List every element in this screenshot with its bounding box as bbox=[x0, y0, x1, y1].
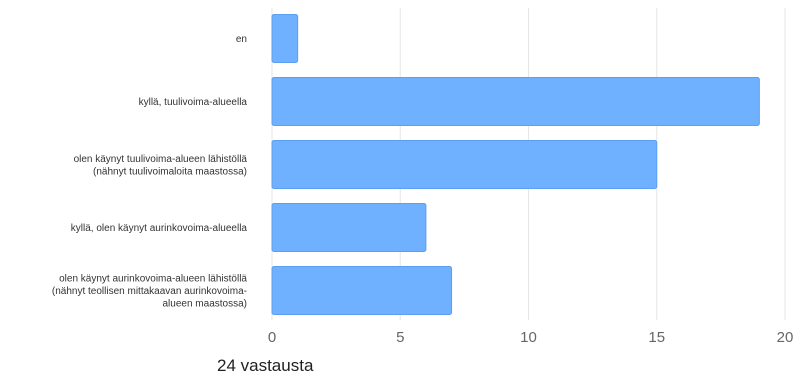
bar bbox=[271, 140, 658, 189]
x-tick-labels: 0 5 10 15 20 bbox=[268, 329, 794, 346]
bar bbox=[271, 203, 427, 252]
category-label: olen käynyt tuulivoima-alueen lähistöllä bbox=[74, 154, 248, 165]
x-tick-label: 20 bbox=[777, 329, 794, 346]
bar bbox=[271, 77, 760, 126]
bar bbox=[271, 14, 299, 63]
category-label: kyllä, tuulivoima-alueella bbox=[139, 97, 248, 108]
category-label: olen käynyt aurinkovoima-alueen lähistöl… bbox=[59, 274, 247, 285]
bar-chart: en kyllä, tuulivoima-alueella olen käynyt … bbox=[52, 8, 794, 346]
x-tick-label: 0 bbox=[268, 329, 276, 346]
category-label: alueen maastossa) bbox=[163, 299, 248, 310]
category-label: en bbox=[236, 34, 247, 45]
category-label: kyllä, olen käynyt aurinkovoima-alueella bbox=[71, 223, 248, 234]
x-tick-label: 10 bbox=[520, 329, 537, 346]
category-label: (nähnyt teollisen mittakaavan aurinkovoi… bbox=[52, 286, 247, 297]
response-count: 24 vastausta bbox=[217, 356, 314, 375]
x-tick-label: 15 bbox=[648, 329, 665, 346]
category-labels: en kyllä, tuulivoima-alueella olen käynyt … bbox=[52, 34, 248, 310]
bars bbox=[271, 14, 760, 315]
bar bbox=[271, 266, 453, 315]
category-label: (nähnyt tuulivoimaloita maastossa) bbox=[93, 166, 247, 177]
x-tick-label: 5 bbox=[396, 329, 404, 346]
